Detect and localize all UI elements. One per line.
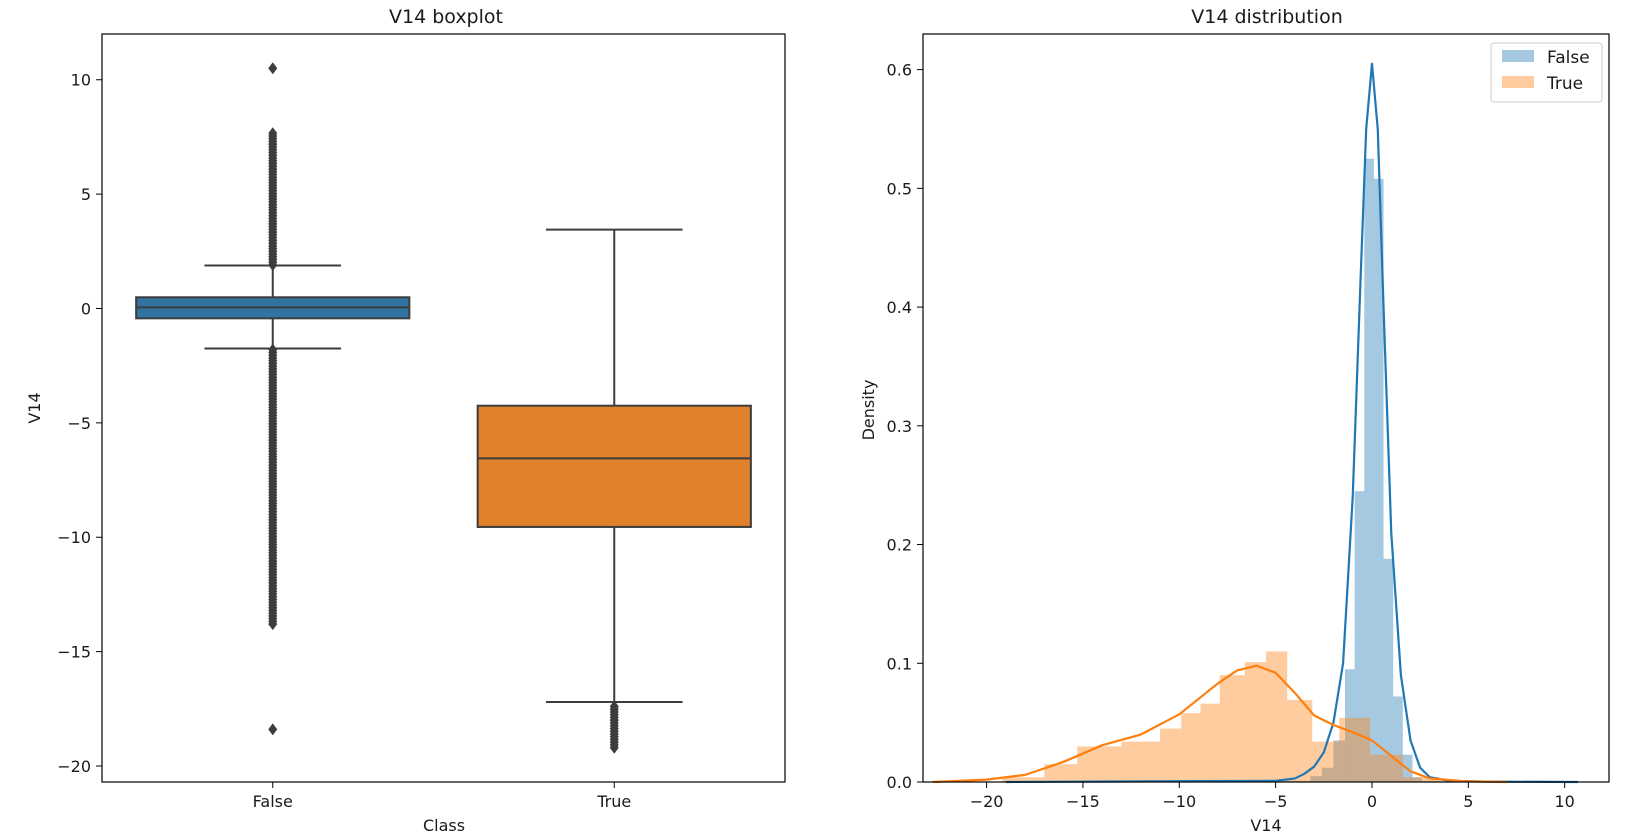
histogram-bar	[1077, 746, 1122, 782]
boxplot-y-axis: 10 5 0 −5 −10 −15 −20	[57, 71, 102, 776]
distribution-y-tick-label: 0.2	[887, 536, 912, 555]
histogram-bar	[1373, 178, 1384, 782]
boxplot-y-axis-label: V14	[25, 392, 44, 423]
histogram-true	[1002, 651, 1507, 782]
histogram-bar	[1310, 776, 1322, 782]
box-group-true	[476, 228, 752, 754]
distribution-plot-area	[932, 62, 1579, 784]
distribution-x-tick-label: −20	[970, 792, 1004, 811]
distribution-panel: V14 distribution 0.0 0.1 0.2 0.3 0.4 0.5 0.6 −…	[859, 6, 1610, 835]
histogram-bar	[1370, 754, 1403, 782]
distribution-y-tick-label: 0.6	[887, 61, 912, 80]
histogram-bar	[1333, 740, 1346, 782]
distribution-x-tick-label: −15	[1066, 792, 1100, 811]
legend-label-true: True	[1546, 74, 1583, 94]
distribution-x-tick-label: −10	[1162, 792, 1196, 811]
distribution-x-tick-label: 10	[1555, 792, 1575, 811]
boxplot-plot-area	[135, 62, 752, 754]
distribution-x-tick-label: −5	[1264, 792, 1288, 811]
box-outlier-marker	[609, 700, 619, 713]
boxplot-x-tick-label: False	[253, 792, 293, 811]
legend: False True	[1490, 42, 1603, 103]
histogram-bar	[1383, 558, 1394, 782]
distribution-x-tick-label: 5	[1463, 792, 1473, 811]
boxplot-y-tick-label: −10	[57, 528, 91, 547]
box-outlier-marker	[268, 62, 278, 75]
histogram-bar	[1219, 675, 1245, 782]
legend-swatch-true	[1502, 76, 1534, 88]
distribution-y-tick-label: 0.4	[887, 298, 912, 317]
distribution-x-axis-label: V14	[1250, 816, 1281, 835]
boxplot-y-tick-label: −20	[57, 757, 91, 776]
distribution-y-tick-label: 0.5	[887, 179, 912, 198]
kde-line-true	[932, 664, 1507, 784]
distribution-x-tick-label: 0	[1367, 792, 1377, 811]
distribution-y-axis: 0.0 0.1 0.2 0.3 0.4 0.5 0.6	[887, 61, 923, 792]
box-group-false	[135, 62, 411, 736]
histogram-bar	[1044, 764, 1078, 782]
box-outlier-marker	[268, 127, 278, 140]
boxplot-y-tick-label: −15	[57, 643, 91, 662]
legend-label-false: False	[1547, 48, 1590, 68]
histogram-bar	[1287, 700, 1313, 782]
histogram-bar	[1266, 651, 1288, 782]
boxplot-y-tick-label: 5	[81, 185, 91, 204]
histogram-bar	[1321, 767, 1334, 782]
distribution-y-tick-label: 0.3	[887, 417, 912, 436]
distribution-frame	[922, 33, 1610, 783]
distribution-y-tick-label: 0.0	[887, 773, 912, 792]
boxplot-frame	[101, 33, 786, 783]
histogram-bar	[1244, 662, 1266, 782]
distribution-x-axis: −20 −15 −10 −5 0 5 10	[970, 782, 1575, 811]
kde-line-false	[1005, 62, 1579, 784]
boxplot-x-axis: False True	[253, 782, 631, 811]
histogram-bar	[1364, 158, 1374, 782]
histogram-bar	[1181, 713, 1201, 782]
distribution-y-tick-label: 0.1	[887, 654, 912, 673]
distribution-y-axis-label: Density	[859, 380, 878, 441]
boxplot-panel: V14 boxplot 10 5 0 −5 −10 −15 −20 False True Cl…	[25, 6, 786, 835]
box-outlier-marker	[268, 343, 278, 356]
boxplot-x-tick-label: True	[596, 792, 631, 811]
histogram-bar	[1160, 728, 1182, 782]
histogram-bar	[1393, 696, 1403, 782]
histogram-bar	[1345, 669, 1355, 782]
histogram-bar	[1354, 491, 1365, 782]
histogram-bar	[1002, 777, 1045, 782]
histogram-bar	[1402, 777, 1440, 782]
box-outlier-marker	[268, 723, 278, 736]
box-body	[476, 404, 752, 528]
boxplot-y-tick-label: 10	[71, 71, 91, 90]
legend-swatch-false	[1502, 50, 1534, 62]
histogram-bar	[1121, 741, 1161, 782]
boxplot-x-axis-label: Class	[423, 816, 465, 835]
histogram-bar	[1200, 703, 1220, 782]
histogram-bar	[1412, 777, 1423, 782]
histogram-bar	[1339, 717, 1371, 782]
boxplot-y-tick-label: −5	[67, 414, 91, 433]
distribution-title: V14 distribution	[1191, 6, 1343, 28]
boxplot-title: V14 boxplot	[389, 6, 503, 28]
boxplot-y-tick-label: 0	[81, 299, 91, 318]
legend-frame	[1490, 42, 1603, 103]
